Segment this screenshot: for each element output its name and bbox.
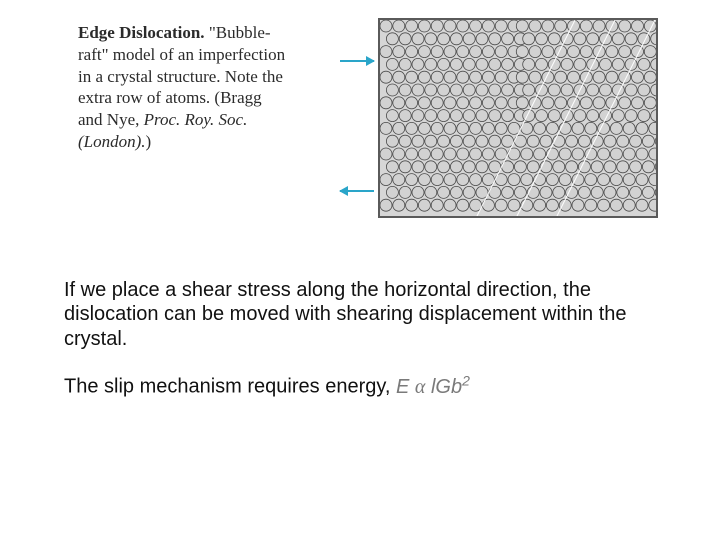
caption-text: and Nye, <box>78 110 144 129</box>
shear-arrow-right-icon <box>340 60 374 62</box>
formula-rest: lGb <box>425 376 462 398</box>
figure-area: Edge Dislocation. "Bubble- raft" model o… <box>78 18 658 228</box>
bubble-raft-figure <box>378 18 658 218</box>
caption-text: ) <box>146 132 152 151</box>
figure-caption: Edge Dislocation. "Bubble- raft" model o… <box>78 22 338 153</box>
energy-formula: E α lGb2 <box>396 376 470 398</box>
shear-arrow-left-icon <box>340 190 374 192</box>
formula-alpha: α <box>415 376 426 398</box>
caption-text: (London). <box>78 132 146 151</box>
formula-exponent: 2 <box>462 372 470 388</box>
caption-title: Edge Dislocation. <box>78 23 205 42</box>
paragraph-1: If we place a shear stress along the hor… <box>64 278 664 351</box>
bubble-raft-svg <box>380 20 658 218</box>
caption-source: Proc. Roy. Soc. <box>144 110 248 129</box>
caption-text: extra row of atoms. (Bragg <box>78 88 262 107</box>
caption-text: in a crystal structure. Note the <box>78 67 283 86</box>
paragraph-2-prefix: The slip mechanism requires energy, <box>64 376 396 398</box>
paragraph-2: The slip mechanism requires energy, E α … <box>64 372 664 399</box>
formula-E: E <box>396 376 409 398</box>
caption-text: raft" model of an imperfection <box>78 45 285 64</box>
caption-text: "Bubble- <box>205 23 271 42</box>
